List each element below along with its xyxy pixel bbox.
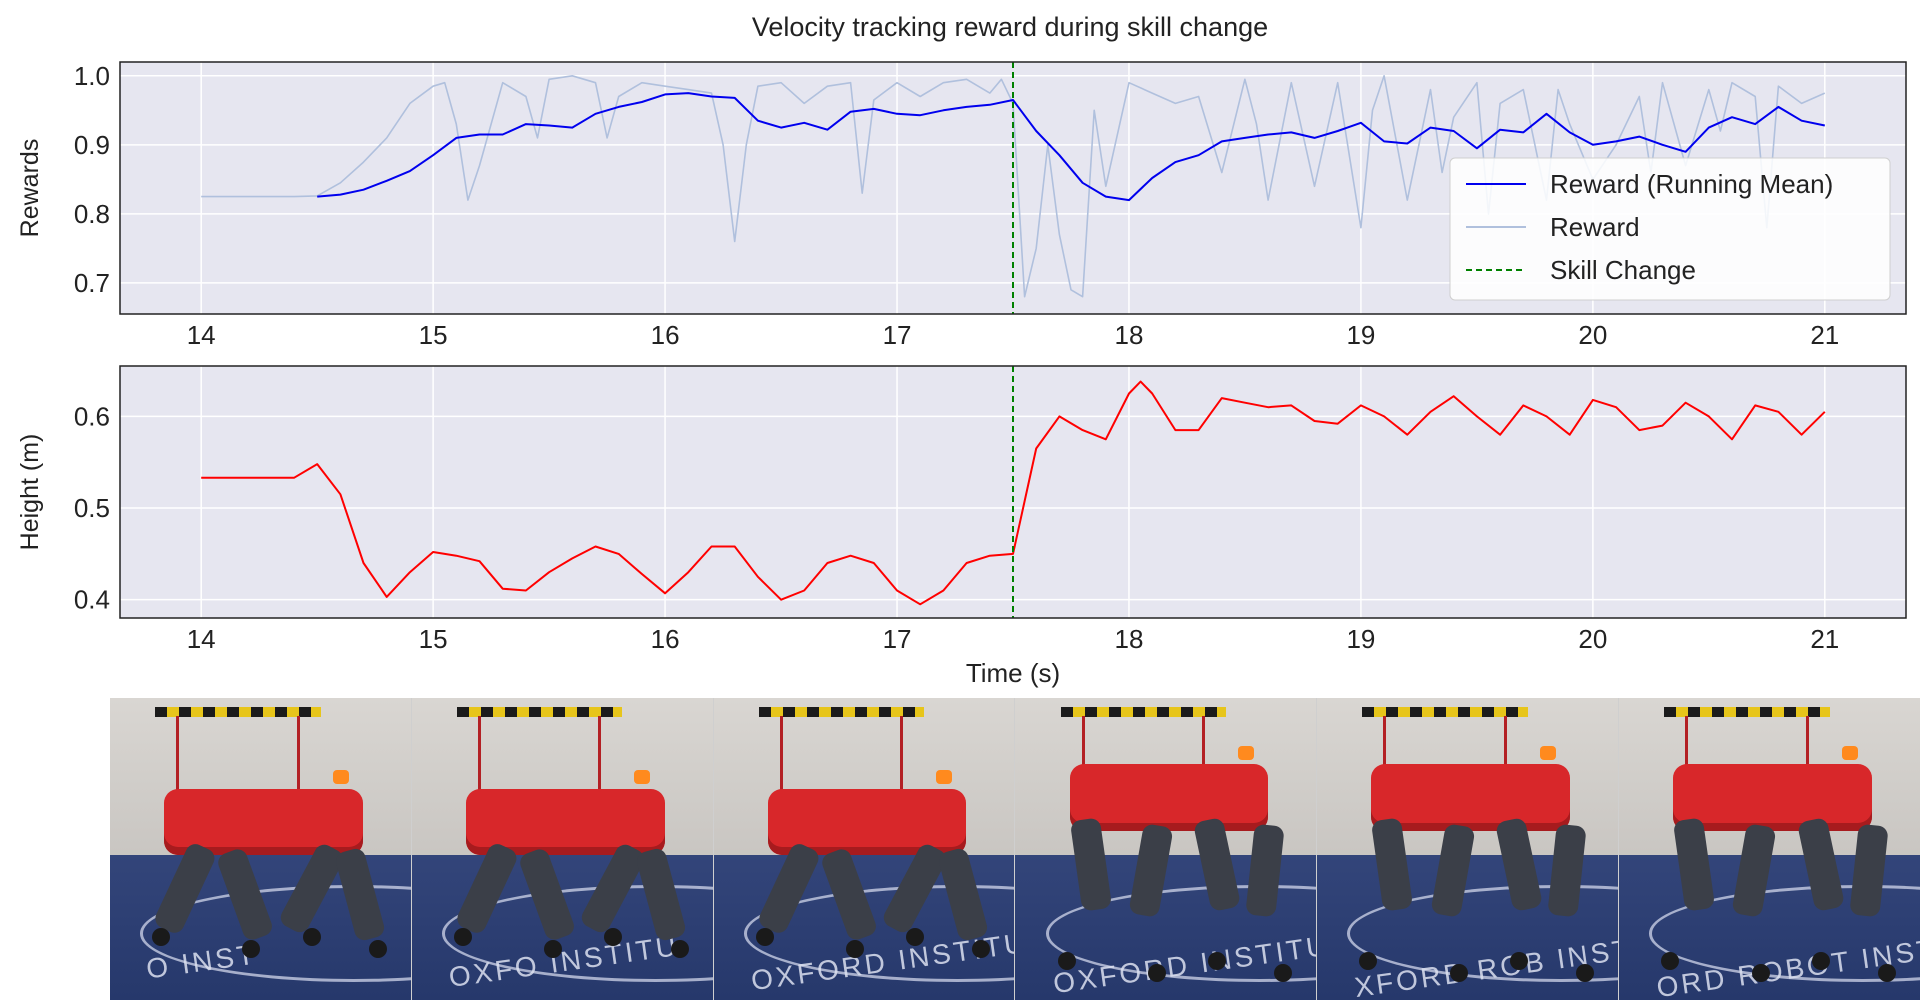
hoist-bar (456, 707, 623, 718)
robot-foot (846, 939, 865, 958)
hoist-bar (1362, 707, 1528, 718)
robot-photo-6: ORD ROBOT INSTITUTE (1619, 698, 1920, 1000)
robot-status-light (332, 770, 349, 785)
x-tick-label: 14 (187, 320, 216, 350)
harness-strap (296, 716, 300, 792)
robot-foot (1509, 951, 1528, 970)
y-tick-label: 1.0 (74, 61, 110, 91)
robot-foot (1274, 963, 1293, 982)
robot-photo-3: OXFORD INSTITU (713, 698, 1016, 1000)
reward-plot: 14 15 16 17 18 19 20 21 0.7 0.8 0.9 1.0 Rewards Rewar… (16, 61, 1907, 350)
figure: Velocity tracking reward during skill ch… (16, 12, 1907, 688)
harness-strap (1685, 716, 1689, 792)
harness-strap (1081, 716, 1085, 792)
harness-strap (176, 716, 180, 792)
y-tick-label: 0.6 (74, 401, 110, 431)
robot-photo-1: O INST (110, 698, 412, 1000)
legend-label-1: Reward (1550, 212, 1640, 242)
y-tick-label: 0.4 (74, 585, 110, 615)
x-tick-label: 19 (1346, 624, 1375, 654)
robot-foot (1751, 963, 1770, 982)
robot-foot (302, 927, 321, 946)
x-tick-label: 17 (883, 624, 912, 654)
harness-strap (478, 716, 481, 792)
robot-foot (1661, 951, 1680, 970)
x-tick-label: 19 (1346, 320, 1375, 350)
robot-foot (1877, 963, 1896, 982)
robot-status-light (1841, 746, 1858, 761)
robot-photo-4: OXFORD INSTITUTE (1015, 698, 1318, 1000)
robot-status-light (1238, 746, 1255, 761)
robot-photo-2: OXFO INSTITU (411, 698, 714, 1000)
x-tick-label: 16 (651, 320, 680, 350)
robot-status-light (936, 770, 953, 785)
robot-foot (670, 939, 689, 958)
robot-status-light (634, 770, 651, 785)
robot-foot (755, 927, 774, 946)
robot-foot (1147, 963, 1166, 982)
height-plot: 14 15 16 17 18 19 20 21 0.4 0.5 0.6 Height (m) Time … (16, 365, 1907, 688)
robot-foot (453, 927, 472, 946)
plot-frame (119, 365, 1907, 619)
x-tick-label: 18 (1115, 624, 1144, 654)
x-tick-label: 15 (419, 320, 448, 350)
plot-frame (119, 61, 1907, 315)
robot-foot (1359, 951, 1378, 970)
x-tick-label: 20 (1578, 320, 1607, 350)
harness-strap (900, 716, 904, 792)
x-tick-label: 17 (883, 320, 912, 350)
x-tick-label: 16 (651, 624, 680, 654)
harness-strap (1383, 716, 1387, 792)
harness-strap (1805, 716, 1809, 792)
harness-strap (1503, 716, 1507, 792)
robot-status-light (1539, 746, 1556, 761)
harness-strap (598, 716, 602, 792)
robot-body (1371, 764, 1570, 831)
robot-foot (1576, 963, 1595, 982)
x-tick-label: 18 (1115, 320, 1144, 350)
robot-foot (604, 927, 623, 946)
robot-body (1069, 764, 1269, 831)
y-tick-label: 0.8 (74, 199, 110, 229)
hoist-bar (155, 707, 321, 718)
robot-foot (1449, 963, 1468, 982)
harness-strap (1201, 716, 1205, 792)
x-tick-label: 21 (1810, 624, 1839, 654)
figure-title: Velocity tracking reward during skill ch… (752, 12, 1268, 42)
series-line-0 (201, 380, 1826, 606)
robot-foot (1811, 951, 1830, 970)
hoist-bar (1060, 707, 1227, 718)
robot-foot (972, 939, 991, 958)
legend-label-0: Reward (Running Mean) (1550, 169, 1833, 199)
y-tick-label: 0.9 (74, 130, 110, 160)
y-tick-label: 0.5 (74, 493, 110, 523)
x-tick-label: 21 (1810, 320, 1839, 350)
x-tick-label: 14 (187, 624, 216, 654)
robot-foot (242, 939, 261, 958)
x-axis-label: Time (s) (966, 658, 1060, 688)
legend-box (1449, 157, 1891, 301)
robot-foot (368, 939, 387, 958)
hoist-bar (758, 707, 925, 718)
robot-foot (1057, 951, 1076, 970)
legend: Reward (Running Mean) Reward Skill Change (1449, 157, 1891, 301)
harness-strap (779, 716, 783, 792)
hoist-bar (1664, 707, 1830, 718)
robot-foot (544, 939, 563, 958)
series-line-0 (317, 92, 1826, 202)
y-tick-label: 0.7 (74, 268, 110, 298)
y-axis-label: Height (m) (16, 434, 44, 551)
robot-foot (906, 927, 925, 946)
y-axis-label: Rewards (16, 139, 44, 238)
robot-photo-strip: O INST OXFO INSTITU OXFORD IN (110, 698, 1920, 1000)
legend-label-2: Skill Change (1550, 255, 1696, 285)
robot-foot (152, 927, 171, 946)
robot-foot (1208, 951, 1226, 970)
robot-body (1673, 764, 1872, 831)
x-tick-label: 20 (1578, 624, 1607, 654)
robot-photo-5: XFORD ROB INSTITUTE (1317, 698, 1620, 1000)
x-tick-label: 15 (419, 624, 448, 654)
